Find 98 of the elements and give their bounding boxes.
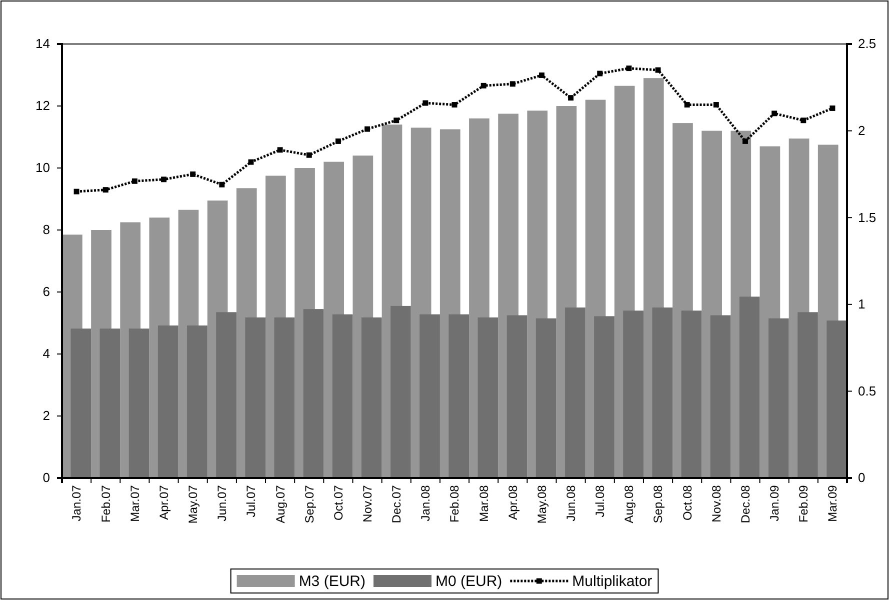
- y2-tick-label: 1: [858, 296, 866, 312]
- bar: [478, 317, 498, 478]
- point: [394, 118, 400, 124]
- x-tick-label: Feb.07: [98, 484, 113, 523]
- bar: [564, 308, 586, 478]
- point: [161, 176, 166, 182]
- legend-label: Multiplikator: [572, 573, 652, 590]
- bar: [216, 312, 236, 478]
- x-tick-label: Aug.08: [622, 484, 636, 524]
- point: [422, 100, 428, 106]
- x-tick-label: Dec.07: [390, 484, 404, 524]
- bar: [623, 310, 644, 478]
- point: [772, 110, 778, 116]
- x-tick-label: Mar.07: [128, 484, 142, 522]
- point: [277, 147, 283, 153]
- y-tick-label: 0: [42, 470, 50, 486]
- bar: [768, 318, 789, 478]
- y2-tick-label: 2.5: [858, 36, 876, 52]
- x-tick-label: Jul.07: [244, 484, 258, 518]
- point: [510, 81, 516, 87]
- point: [538, 72, 544, 78]
- x-tick-label: Oct.08: [680, 484, 694, 521]
- y-tick-label: 4: [42, 346, 50, 362]
- bar: [128, 328, 150, 478]
- bar: [798, 312, 818, 478]
- x-tick-label: Jan.08: [418, 484, 433, 522]
- bar: [158, 325, 178, 478]
- bar: [448, 314, 470, 478]
- bar: [739, 296, 760, 478]
- point: [480, 82, 486, 88]
- x-tick-label: Nov.07: [360, 484, 374, 522]
- point: [626, 66, 632, 72]
- point: [190, 171, 196, 177]
- point: [713, 102, 719, 108]
- x-tick-label: Oct.07: [331, 484, 346, 521]
- y-tick-label: 8: [42, 222, 50, 238]
- point: [219, 182, 225, 188]
- point: [102, 187, 108, 193]
- point: [684, 102, 690, 108]
- point: [132, 178, 138, 184]
- point: [248, 159, 254, 165]
- x-tick-label: Jul.08: [593, 484, 608, 518]
- legend-label: M0 (EUR): [435, 573, 502, 590]
- x-tick-label: Mar.08: [476, 484, 491, 522]
- bar: [245, 317, 266, 478]
- bar: [274, 317, 295, 478]
- x-tick-label: Nov.08: [709, 484, 724, 522]
- x-tick-label: Jan.09: [768, 484, 782, 522]
- y-tick-label: 14: [36, 36, 50, 52]
- bar: [332, 314, 353, 478]
- bar: [187, 325, 208, 478]
- y-tick-label: 6: [42, 284, 50, 300]
- x-tick-label: Jun.07: [215, 484, 230, 522]
- point: [830, 105, 836, 111]
- x-tick-label: May.07: [186, 484, 200, 524]
- y2-tick-label: 2: [858, 122, 866, 138]
- bar: [536, 318, 556, 478]
- y2-tick-label: 0.5: [858, 383, 876, 398]
- point: [335, 138, 341, 144]
- point: [306, 152, 312, 158]
- bar: [681, 310, 702, 478]
- x-tick-label: Feb.09: [796, 484, 811, 523]
- x-tick-label: Feb.08: [448, 484, 462, 523]
- x-tick-label: Sep.07: [302, 484, 316, 524]
- bar: [361, 317, 382, 478]
- bar: [420, 314, 440, 478]
- x-tick-label: Sep.08: [651, 484, 666, 524]
- bar: [100, 328, 120, 478]
- bar: [390, 306, 411, 478]
- bar: [652, 308, 673, 478]
- y2-tick-label: 1.5: [858, 210, 876, 225]
- point: [568, 95, 574, 101]
- x-tick-label: Mar.09: [826, 484, 840, 522]
- x-tick-label: Dec.08: [738, 484, 752, 524]
- point: [655, 67, 661, 73]
- x-tick-label: Jan.07: [70, 484, 84, 522]
- bar: [506, 315, 528, 478]
- bar: [594, 316, 614, 478]
- x-tick-label: Apr.07: [156, 484, 171, 520]
- bar: [70, 328, 92, 478]
- x-tick-label: May.08: [534, 484, 549, 524]
- point: [800, 118, 806, 124]
- point: [597, 70, 603, 76]
- y2-tick-label: 0: [858, 470, 866, 486]
- bar: [826, 320, 847, 478]
- point: [364, 126, 370, 132]
- point: [452, 102, 458, 108]
- y-tick-label: 12: [36, 98, 50, 114]
- x-tick-label: Apr.08: [506, 484, 520, 520]
- point: [74, 188, 80, 194]
- bar: [303, 309, 324, 478]
- x-tick-label: Jun.08: [564, 484, 578, 522]
- point: [742, 138, 748, 144]
- y-tick-label: 2: [42, 408, 50, 424]
- bar: [710, 315, 731, 478]
- y-tick-label: 10: [36, 160, 50, 176]
- x-tick-label: Aug.07: [273, 484, 288, 524]
- legend-label: M3 (EUR): [298, 573, 366, 590]
